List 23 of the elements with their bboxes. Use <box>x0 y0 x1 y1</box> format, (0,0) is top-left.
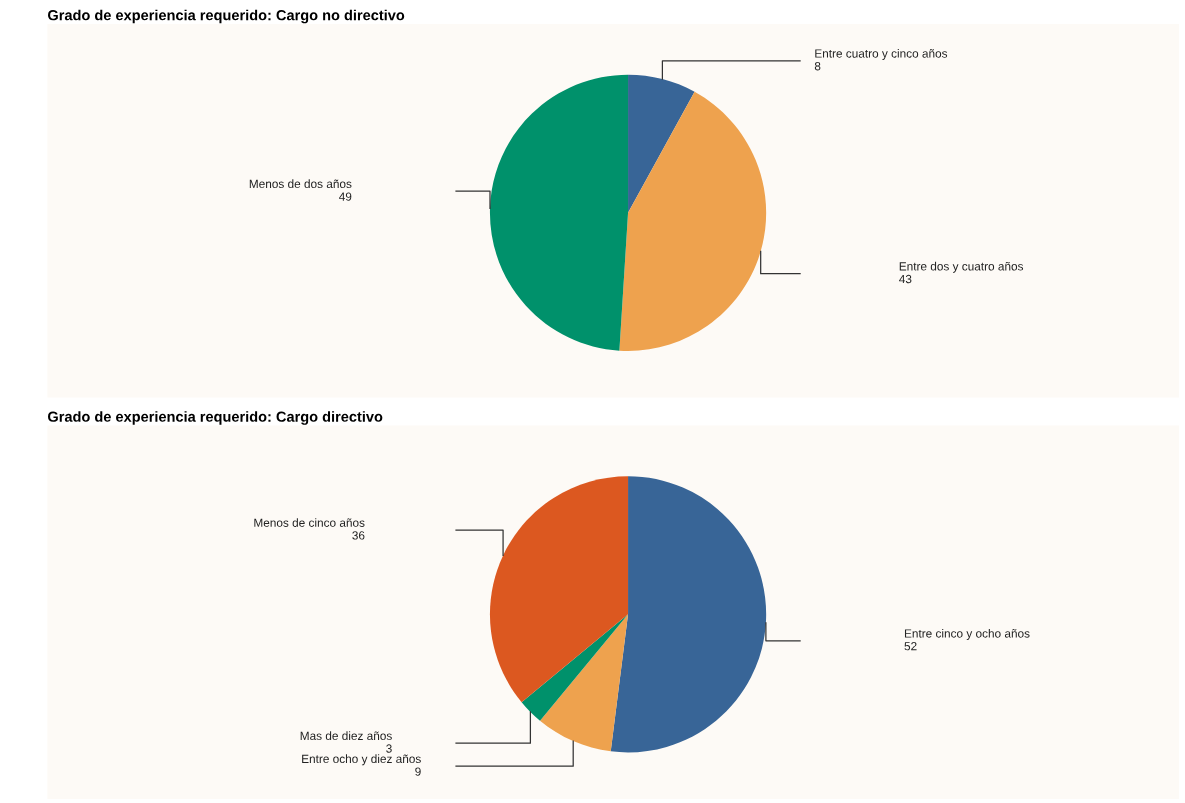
data-label: 8 <box>814 62 821 71</box>
pie-slice <box>489 476 629 703</box>
data-label: 9 <box>415 767 421 776</box>
data-label: 49 <box>339 192 352 201</box>
slice-label: Mas de diez años <box>300 731 392 740</box>
slice-label: Entre ocho y diez años <box>302 754 421 766</box>
data-label: 43 <box>899 274 912 284</box>
chart-title: Grado de experiencia requerido: Cargo no directivo <box>48 9 405 24</box>
data-label: 36 <box>352 531 365 540</box>
pie-slice <box>628 74 695 213</box>
pie-slice <box>540 614 629 752</box>
slice-label: Entre cuatro y cinco años <box>815 49 948 61</box>
slice-label: Entre cinco y ocho años <box>904 628 1030 640</box>
data-label: 52 <box>904 642 917 651</box>
pie-slice <box>610 476 767 753</box>
slice-label: Entre dos y cuatro años <box>899 261 1024 273</box>
data-label: 3 <box>386 744 392 753</box>
slice-label: Menos de dos años <box>249 179 352 189</box>
chart-title: Grado de experiencia requerido: Cargo directivo <box>48 411 383 425</box>
slice-label: Menos de cinco años <box>254 518 365 527</box>
pie-slice <box>619 91 767 351</box>
pie-slice <box>521 614 629 721</box>
pie-slice <box>490 74 629 351</box>
